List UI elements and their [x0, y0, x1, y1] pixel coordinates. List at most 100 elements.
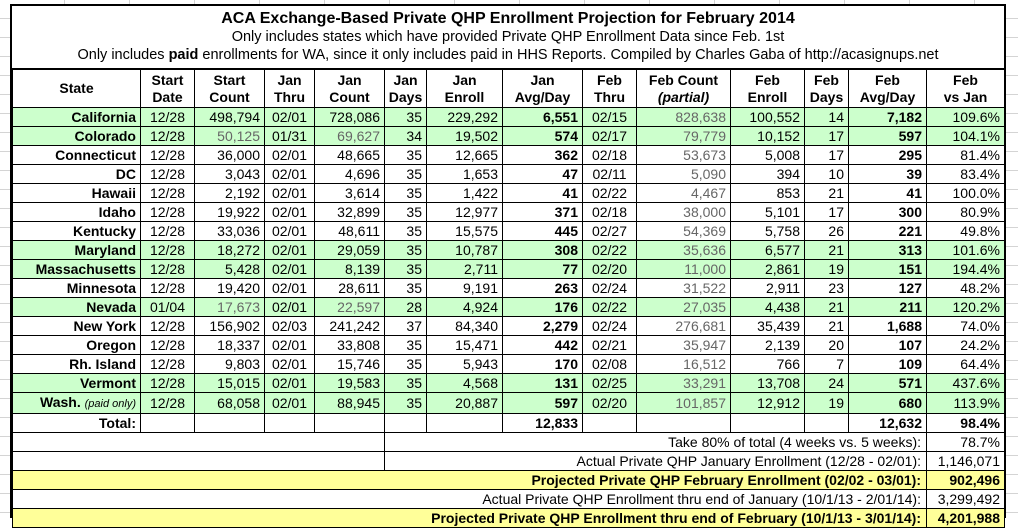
state-name: California [71, 109, 136, 125]
header-cell-feb_vs_jan: Feb vs Jan [926, 69, 1005, 108]
cell-feb_count_partial: 79,779 [636, 126, 731, 146]
cell-jan_enroll: 12,665 [426, 145, 503, 165]
cell-feb_count_partial: 54,369 [636, 221, 731, 241]
state-name: Minnesota [66, 280, 136, 296]
cell-feb_enroll: 2,911 [730, 278, 805, 298]
cell-feb_days: 19 [804, 392, 849, 414]
cell-feb_days: 23 [804, 278, 849, 298]
cell-state: Vermont [12, 373, 141, 393]
cell-jan_avg_day: 6,551 [502, 107, 583, 127]
total-cell-feb_avg_day: 98.4% [926, 413, 1005, 433]
cell-feb_vs_jan: 48.2% [926, 278, 1005, 298]
cell-feb_days: 17 [804, 126, 849, 146]
cell-state: Kentucky [12, 221, 141, 241]
total-cell-feb_thru [636, 413, 731, 433]
cell-jan_thru: 02/01 [264, 145, 315, 165]
cell-jan_days: 35 [384, 354, 427, 374]
header-cell-feb_days: Feb Days [804, 69, 849, 108]
cell-jan_avg_day: 263 [502, 278, 583, 298]
cell-jan_enroll: 12,977 [426, 202, 503, 222]
cell-jan_avg_day: 445 [502, 221, 583, 241]
state-name: Massachusetts [35, 261, 136, 277]
cell-jan_enroll: 15,575 [426, 221, 503, 241]
cell-state: Maryland [12, 240, 141, 260]
cell-jan_count: 3,614 [314, 183, 385, 203]
header-line1: Feb [597, 71, 622, 88]
header-line1: Jan [337, 71, 362, 88]
cell-feb_avg_day: 295 [848, 145, 927, 165]
cell-feb_days: 21 [804, 316, 849, 336]
cell-jan_thru: 02/01 [264, 392, 315, 414]
cell-feb_enroll: 5,101 [730, 202, 805, 222]
cell-feb_days: 17 [804, 145, 849, 165]
cell-feb_avg_day: 39 [848, 164, 927, 184]
cell-jan_count: 28,611 [314, 278, 385, 298]
table-row: Minnesota 12/28 19,420 02/01 28,611 35 9,191 26… [12, 278, 1005, 298]
cell-feb_vs_jan: 101.6% [926, 240, 1005, 260]
cell-feb_enroll: 100,552 [730, 107, 805, 127]
cell-jan_enroll: 1,422 [426, 183, 503, 203]
table-title: ACA Exchange-Based Private QHP Enrollmen… [221, 10, 795, 27]
cell-jan_count: 69,627 [314, 126, 385, 146]
table-subtitle-1: Only includes states which have provided… [231, 29, 785, 45]
summary-value: 902,496 [926, 470, 1005, 490]
cell-jan_thru: 02/01 [264, 278, 315, 298]
cell-feb_vs_jan: 100.0% [926, 183, 1005, 203]
cell-jan_avg_day: 574 [502, 126, 583, 146]
summary-value: 4,201,988 [926, 508, 1005, 528]
cell-start_count: 36,000 [194, 145, 265, 165]
cell-feb_enroll: 4,438 [730, 297, 805, 317]
cell-jan_enroll: 19,502 [426, 126, 503, 146]
cell-feb_avg_day: 313 [848, 240, 927, 260]
cell-feb_thru: 02/15 [582, 107, 637, 127]
header-line1: Start [213, 71, 246, 88]
cell-feb_vs_jan: 49.8% [926, 221, 1005, 241]
header-line1: Feb [755, 71, 780, 88]
header-line2: Enroll [747, 88, 788, 105]
cell-jan_avg_day: 597 [502, 392, 583, 414]
cell-jan_count: 88,945 [314, 392, 385, 414]
cell-feb_enroll: 6,577 [730, 240, 805, 260]
cell-feb_avg_day: 300 [848, 202, 927, 222]
enrollment-data-table: State Start Date Start Count Jan Thru Jan Count J… [12, 69, 1005, 528]
cell-jan_enroll: 4,568 [426, 373, 503, 393]
cell-feb_enroll: 10,152 [730, 126, 805, 146]
total-cell-feb_count_partial [730, 413, 805, 433]
cell-feb_avg_day: 7,182 [848, 107, 927, 127]
header-line1: State [59, 80, 94, 96]
header-line2: Date [152, 88, 183, 105]
table-subtitle-2: Only includes paid enrollments for WA, s… [12, 46, 1004, 64]
cell-jan_thru: 02/01 [264, 240, 315, 260]
cell-jan_thru: 02/01 [264, 373, 315, 393]
cell-state: Connecticut [12, 145, 141, 165]
cell-feb_enroll: 5,758 [730, 221, 805, 241]
cell-jan_avg_day: 131 [502, 373, 583, 393]
cell-feb_avg_day: 597 [848, 126, 927, 146]
cell-feb_thru: 02/18 [582, 145, 637, 165]
summary-row: Actual Private QHP January Enrollment (1… [12, 451, 1005, 471]
cell-feb_count_partial: 16,512 [636, 354, 731, 374]
cell-feb_count_partial: 27,035 [636, 297, 731, 317]
header-line2: Count [329, 88, 370, 105]
cell-jan_enroll: 9,191 [426, 278, 503, 298]
cell-state: Idaho [12, 202, 141, 222]
header-cell-jan_enroll: Jan Enroll [426, 69, 503, 108]
cell-feb_count_partial: 101,857 [636, 392, 731, 414]
total-cell-start_count [194, 413, 265, 433]
cell-feb_days: 20 [804, 335, 849, 355]
cell-feb_enroll: 12,912 [730, 392, 805, 414]
cell-jan_days: 35 [384, 164, 427, 184]
state-name: Colorado [74, 128, 136, 144]
cell-feb_vs_jan: 80.9% [926, 202, 1005, 222]
cell-state: Massachusetts [12, 259, 141, 279]
cell-jan_days: 34 [384, 126, 427, 146]
summary-row: Projected Private QHP February Enrollmen… [12, 470, 1005, 490]
cell-feb_avg_day: 571 [848, 373, 927, 393]
table-row: Oregon 12/28 18,337 02/01 33,808 35 15,471 442 0… [12, 335, 1005, 355]
table-row: Colorado 12/28 50,125 01/31 69,627 34 19,502 57… [12, 126, 1005, 146]
subtitle-2-prefix: Only includes [77, 47, 169, 63]
header-line2: Enroll [444, 88, 485, 105]
header-line2: Avg/Day [859, 88, 916, 105]
summary-label: Actual Private QHP January Enrollment (1… [384, 451, 927, 471]
